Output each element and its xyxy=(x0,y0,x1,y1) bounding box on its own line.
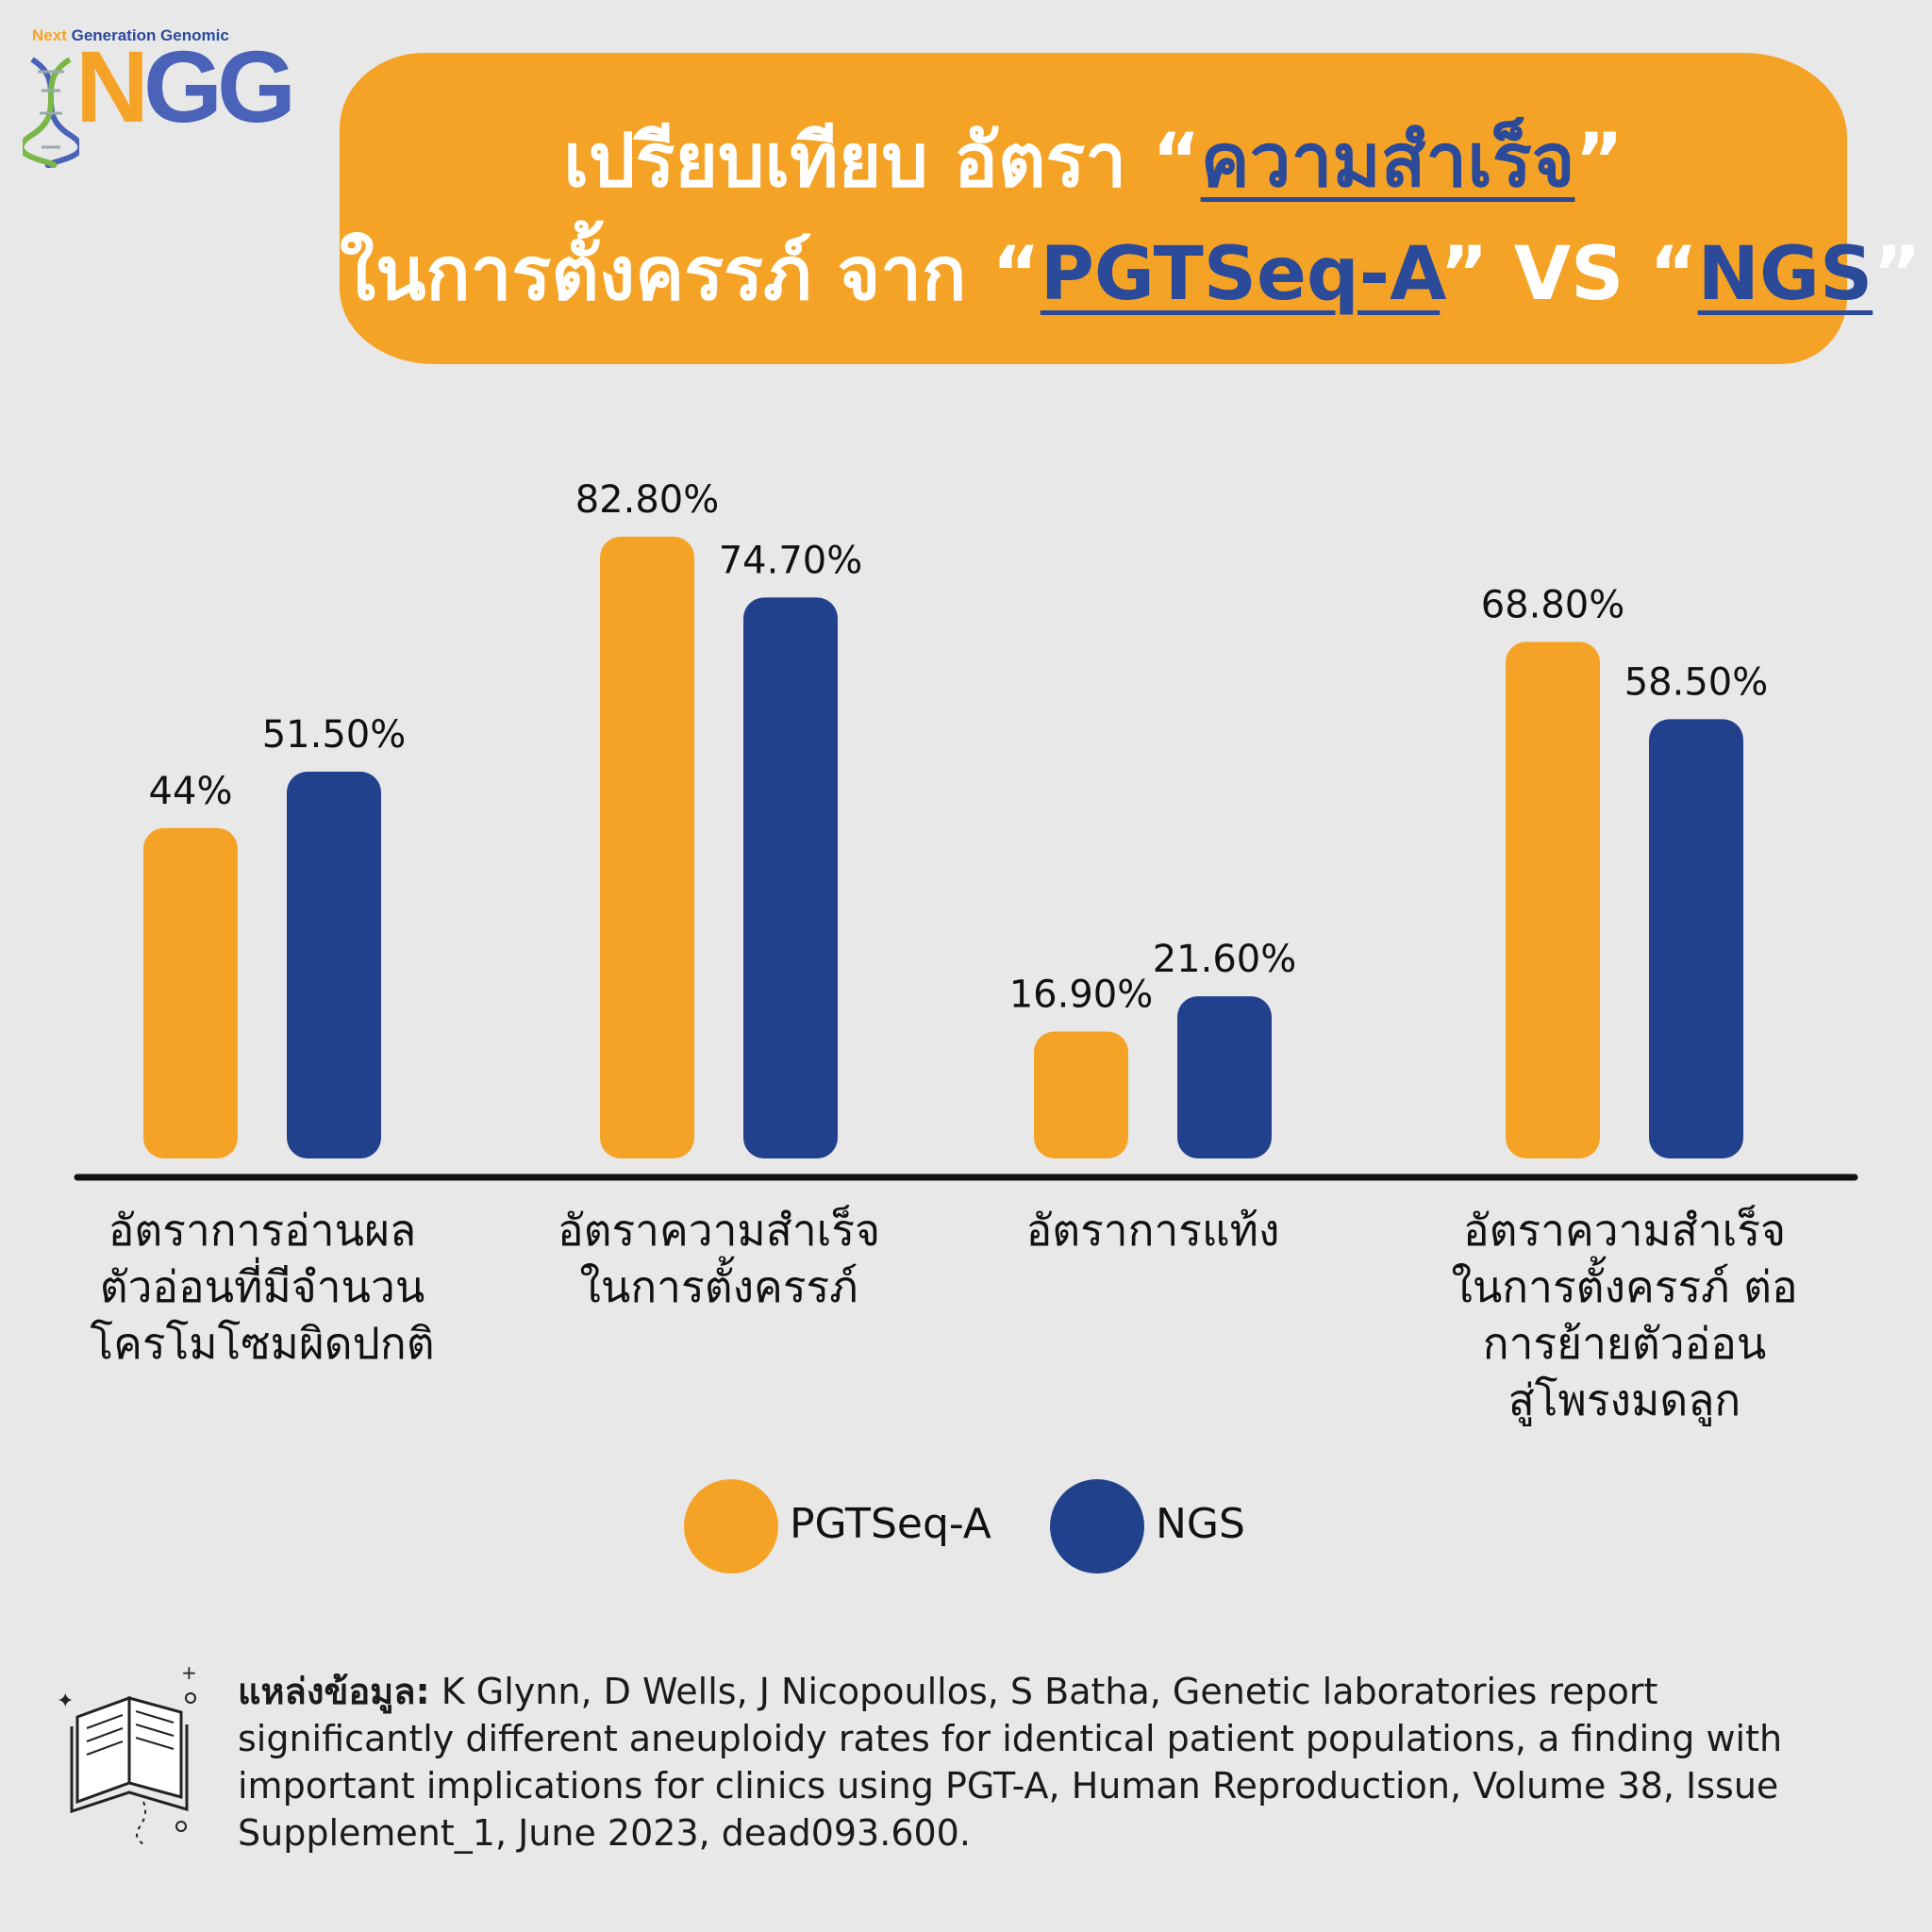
value-label-pgtseq-3: 68.80% xyxy=(1481,583,1625,626)
open-book-icon: ✦ + xyxy=(57,1661,197,1845)
title-highlight-success: ความสำเร็จ xyxy=(1200,119,1575,204)
logo-mark-n: N xyxy=(75,29,149,143)
source-label: แหล่งข้อมูล: xyxy=(238,1671,430,1712)
title-line-1-post: ” xyxy=(1574,119,1624,204)
logo-mark: NGG xyxy=(75,36,296,138)
logo-mark-gg: GG xyxy=(143,29,296,143)
bar-ngs-3 xyxy=(1649,719,1743,1158)
legend-label-pgtseq: PGTSeq-A xyxy=(790,1500,991,1548)
category-label-1: อัตราความสำเร็จ ในการตั้งครรภ์ xyxy=(557,1205,881,1312)
svg-text:✦: ✦ xyxy=(57,1690,74,1713)
title-highlight-ngs: NGS xyxy=(1697,232,1874,317)
title-line-1-pre: เปรียบเทียบ อัตรา “ xyxy=(563,119,1201,204)
bars-group xyxy=(143,536,1743,1158)
title-line-2-post: ” xyxy=(1873,232,1922,317)
category-label-0: อัตราการอ่านผล ตัวอ่อนที่มีจำนวน โครโมโซ… xyxy=(90,1205,435,1369)
bar-pgtseq-2 xyxy=(1034,1031,1128,1158)
value-label-ngs-3: 58.50% xyxy=(1624,660,1769,704)
logo-tagline-rest: Generation Genomic xyxy=(71,26,229,44)
title-line-1: เปรียบเทียบ อัตรา “ความสำเร็จ” xyxy=(340,102,1847,219)
value-label-ngs-2: 21.60% xyxy=(1153,938,1297,981)
logo-tagline-next: Next xyxy=(32,26,67,44)
bar-chart: 44% 82.80% 16.90% 68.80% 51.50% 74.70% 21.60% 5… xyxy=(74,478,1858,1181)
bar-pgtseq-3 xyxy=(1506,641,1600,1158)
title-highlight-pgtseq: PGTSeq-A xyxy=(1040,232,1441,317)
category-label-2: อัตราการแท้ง xyxy=(1025,1205,1280,1256)
source-citation: แหล่งข้อมูล: K Glynn, D Wells, J Nicopou… xyxy=(238,1668,1879,1857)
bar-ngs-2 xyxy=(1177,996,1272,1158)
value-label-pgtseq-1: 82.80% xyxy=(575,478,720,522)
value-label-pgtseq-0: 44% xyxy=(149,770,233,813)
bar-pgtseq-1 xyxy=(600,536,694,1158)
title-banner: เปรียบเทียบ อัตรา “ความสำเร็จ” ในการตั้ง… xyxy=(340,53,1921,364)
bar-ngs-1 xyxy=(743,597,838,1158)
logo-tagline: Next Generation Genomic xyxy=(32,26,229,45)
source-text: K Glynn, D Wells, J Nicopoullos, S Batha… xyxy=(238,1671,1783,1854)
title-line-2: ในการตั้งครรภ์ จาก “PGTSeq-A” VS “NGS” xyxy=(340,215,1921,332)
value-labels-group: 44% 82.80% 16.90% 68.80% 51.50% 74.70% 21.60% 5… xyxy=(149,478,1769,1017)
bar-pgtseq-0 xyxy=(143,827,238,1158)
category-label-3: อัตราความสำเร็จ ในการตั้งครรภ์ ต่อ การย้… xyxy=(1451,1205,1798,1425)
title-line-2-pre: ในการตั้งครรภ์ จาก “ xyxy=(340,232,1041,317)
svg-text:+: + xyxy=(181,1661,197,1684)
ngg-logo: Next Generation Genomic NGG xyxy=(19,26,296,168)
value-label-pgtseq-2: 16.90% xyxy=(1009,973,1154,1016)
legend-label-ngs: NGS xyxy=(1156,1500,1245,1548)
dna-helix-icon xyxy=(23,57,79,168)
legend-swatch-pgtseq xyxy=(684,1479,778,1574)
title-line-2-mid: ” VS “ xyxy=(1440,232,1698,317)
value-label-ngs-0: 51.50% xyxy=(262,713,407,757)
legend-swatch-ngs xyxy=(1050,1479,1144,1574)
bar-ngs-0 xyxy=(287,772,381,1158)
value-label-ngs-1: 74.70% xyxy=(719,539,863,582)
